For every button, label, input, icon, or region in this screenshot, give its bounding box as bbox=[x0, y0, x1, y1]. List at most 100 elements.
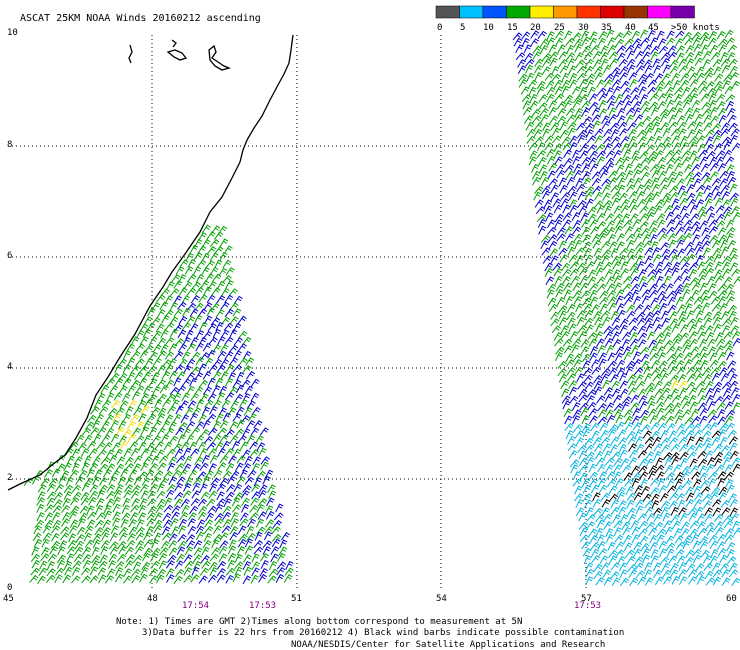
wind-barb-icon bbox=[702, 108, 712, 117]
wind-barb-icon bbox=[96, 512, 106, 521]
wind-barb-icon bbox=[90, 560, 100, 569]
wind-barb-icon bbox=[620, 80, 630, 89]
wind-barb-icon bbox=[582, 547, 592, 557]
wind-barb-icon bbox=[126, 343, 135, 353]
wind-barb-icon bbox=[678, 316, 687, 326]
wind-barb-icon bbox=[626, 499, 635, 509]
wind-barb-icon bbox=[140, 566, 149, 576]
wind-barb-icon bbox=[137, 399, 147, 409]
wind-barb-icon bbox=[703, 122, 713, 131]
wind-barb-icon bbox=[178, 518, 188, 528]
wind-barb-icon bbox=[521, 31, 531, 40]
wind-barb-icon bbox=[68, 510, 78, 520]
wind-barb-icon bbox=[531, 170, 541, 180]
wind-barb-icon bbox=[107, 560, 117, 569]
wind-barb-icon bbox=[205, 512, 215, 522]
wind-barb-icon bbox=[610, 310, 619, 320]
wind-barb-icon bbox=[246, 525, 255, 535]
wind-barb-icon bbox=[646, 512, 656, 522]
wind-barb-icon bbox=[665, 415, 675, 424]
wind-barb-icon bbox=[565, 170, 575, 179]
wind-barb-icon bbox=[115, 426, 125, 436]
wind-barb-icon bbox=[33, 525, 43, 535]
wind-barb-icon bbox=[538, 94, 548, 103]
wind-barb-icon bbox=[171, 469, 182, 478]
wind-barb-icon bbox=[615, 157, 625, 166]
legend-swatch bbox=[529, 5, 554, 19]
wind-barb-icon bbox=[680, 79, 690, 89]
wind-barb-icon bbox=[243, 554, 252, 563]
wind-barb-icon bbox=[713, 444, 723, 453]
wind-barb-icon bbox=[595, 267, 605, 277]
wind-barb-icon bbox=[180, 414, 190, 424]
wind-barb-icon bbox=[544, 72, 555, 81]
wind-barb-icon bbox=[588, 157, 598, 166]
wind-barb-icon bbox=[602, 379, 611, 389]
wind-barb-icon bbox=[233, 483, 243, 493]
wind-barb-icon bbox=[701, 240, 711, 249]
wind-barb-icon bbox=[647, 395, 656, 405]
wind-barb-icon bbox=[599, 422, 609, 432]
wind-barb-icon bbox=[153, 519, 163, 529]
wind-barb-icon bbox=[691, 31, 702, 40]
wind-barb-icon bbox=[138, 377, 148, 387]
wind-barb-icon bbox=[689, 520, 700, 529]
wind-barb-icon bbox=[612, 260, 622, 270]
wind-barb-icon bbox=[135, 343, 146, 352]
wind-barb-icon bbox=[86, 505, 95, 515]
wind-barb-icon bbox=[613, 275, 623, 284]
wind-barb-icon bbox=[584, 562, 594, 572]
wind-barb-icon bbox=[723, 149, 733, 159]
wind-barb-icon bbox=[200, 280, 210, 289]
wind-barb-icon bbox=[122, 497, 131, 507]
wind-barb-icon bbox=[691, 352, 702, 361]
wind-barb-icon bbox=[626, 248, 636, 258]
wind-barb-icon bbox=[565, 52, 576, 61]
wind-barb-icon bbox=[665, 472, 675, 481]
wind-barb-icon bbox=[626, 310, 636, 320]
wind-barb-icon bbox=[135, 540, 145, 549]
wind-barb-icon bbox=[645, 451, 655, 460]
wind-barb-icon bbox=[548, 234, 558, 243]
wind-barb-icon bbox=[617, 184, 626, 194]
wind-barb-icon bbox=[143, 532, 152, 541]
wind-barb-icon bbox=[156, 294, 166, 303]
wind-barb-icon bbox=[573, 359, 583, 368]
wind-barb-icon bbox=[250, 378, 260, 388]
wind-barb-icon bbox=[648, 283, 658, 292]
wind-barb-icon bbox=[174, 351, 184, 360]
wind-barb-icon bbox=[89, 566, 99, 576]
wind-barb-icon bbox=[638, 471, 649, 480]
wind-barb-icon bbox=[657, 290, 667, 300]
wind-barb-icon bbox=[670, 388, 679, 398]
wind-barb-icon bbox=[642, 233, 651, 243]
wind-barb-icon bbox=[44, 504, 55, 513]
legend-swatch bbox=[576, 5, 601, 19]
wind-barb-icon bbox=[683, 358, 693, 368]
wind-barb-icon bbox=[239, 469, 248, 479]
wind-barb-icon bbox=[637, 135, 647, 145]
wind-barb-icon bbox=[209, 252, 219, 262]
wind-barb-icon bbox=[722, 456, 732, 466]
wind-barb-icon bbox=[681, 465, 691, 475]
wind-barb-icon bbox=[562, 204, 571, 214]
wind-barb-icon bbox=[232, 308, 242, 317]
wind-barb-icon bbox=[174, 482, 184, 492]
wind-barb-icon bbox=[118, 435, 128, 445]
wind-barb-icon bbox=[624, 163, 633, 173]
wind-barb-icon bbox=[729, 262, 739, 272]
wind-barb-icon bbox=[593, 310, 602, 320]
wind-barbs bbox=[23, 29, 740, 587]
wind-barb-icon bbox=[46, 483, 56, 492]
wind-barb-icon bbox=[578, 464, 589, 473]
wind-barb-icon bbox=[601, 249, 612, 258]
wind-barb-icon bbox=[117, 358, 128, 367]
wind-barb-icon bbox=[44, 512, 54, 521]
wind-barb-icon bbox=[560, 192, 571, 201]
wind-barb-icon bbox=[222, 518, 232, 528]
wind-barb-icon bbox=[610, 562, 621, 571]
wind-barb-icon bbox=[233, 492, 244, 501]
wind-barb-icon bbox=[216, 364, 226, 373]
wind-barb-icon bbox=[632, 38, 642, 47]
wind-barb-icon bbox=[81, 427, 92, 436]
